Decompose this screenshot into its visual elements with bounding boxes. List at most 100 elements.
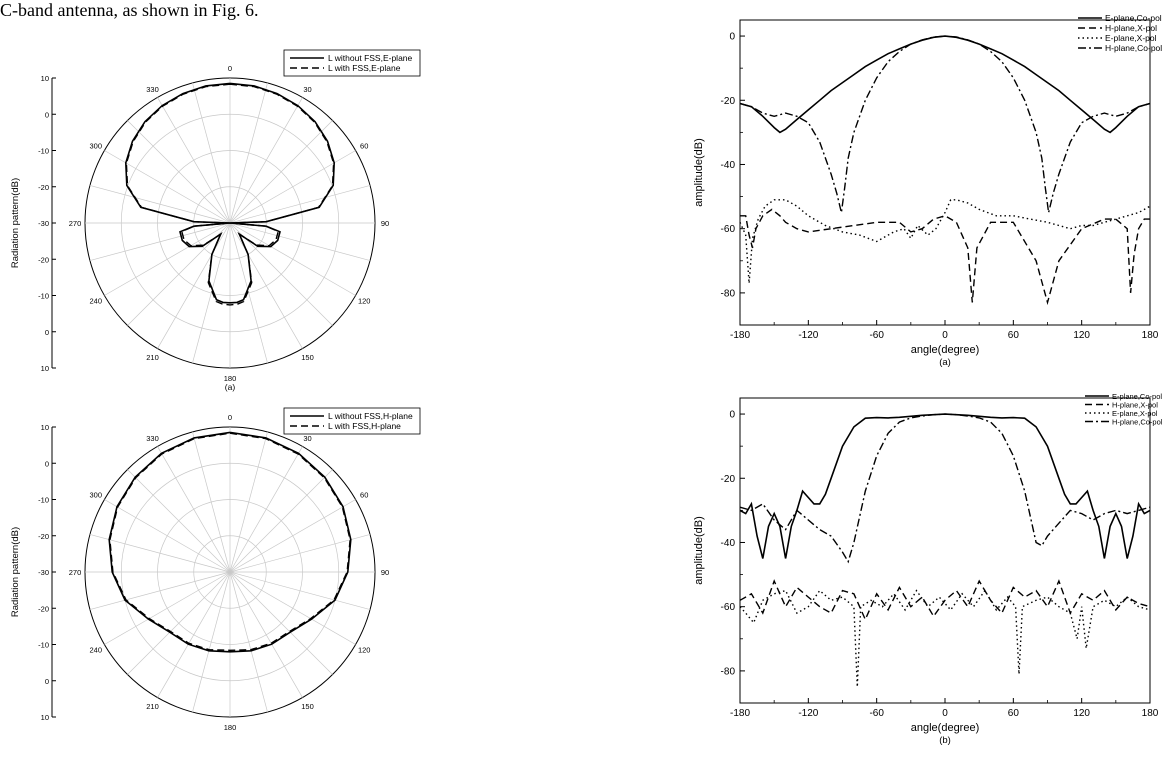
angle-tick-label: 120	[358, 297, 371, 306]
polar-spoke	[89, 571, 231, 610]
y-tick-label: 0	[729, 410, 735, 421]
angle-tick-label: 120	[358, 646, 371, 655]
polar-spoke	[89, 185, 231, 224]
angle-tick-label: 30	[303, 85, 311, 94]
radial-tick-label: 10	[41, 713, 49, 722]
polar-spoke	[229, 571, 303, 698]
radial-tick-label: -10	[38, 496, 49, 505]
y-tick-label: -20	[721, 96, 736, 107]
angle-tick-label: 180	[224, 723, 237, 732]
angle-tick-label: 90	[381, 219, 389, 228]
angle-tick-label: 210	[146, 353, 159, 362]
legend-label: L without FSS,E-plane	[328, 53, 413, 63]
series-line-solid	[739, 35, 1151, 134]
polar-chart-e-plane: 0 30 60 90 120 150 180 210 240 270 300 330 10 0 -10 -20…	[10, 49, 421, 392]
intro-text: C-band antenna, as shown in Fig. 6.	[0, 0, 259, 20]
x-tick-label: 0	[942, 708, 948, 719]
polar-spoke	[229, 571, 371, 610]
panel-label: (b)	[939, 735, 951, 746]
polar-chart-h-plane: 0 30 60 90 120 150 180 210 240 270 300 330 10 0 -10 -20…	[10, 407, 421, 732]
polar-spoke	[229, 222, 371, 261]
radial-tick-label: 10	[41, 423, 49, 432]
y-tick-label: -40	[721, 538, 736, 549]
legend-label: E-plane,Co-pol	[1105, 13, 1162, 23]
x-tick-label: -180	[730, 330, 750, 341]
polar-spoke	[192, 82, 231, 224]
polar-spoke	[192, 431, 231, 573]
radial-tick-label: -20	[38, 532, 49, 541]
legend-label: H-plane,X-pol	[1112, 401, 1158, 410]
radial-tick-label: 0	[45, 677, 49, 686]
radial-tick-label: 10	[41, 364, 49, 373]
legend-box	[283, 407, 421, 435]
angle-tick-label: 150	[301, 702, 314, 711]
x-tick-label: -60	[869, 708, 884, 719]
legend-label: E-plane,Co-pol	[1112, 392, 1162, 401]
x-tick-label: 60	[1008, 708, 1020, 719]
angle-tick-label: 270	[69, 568, 82, 577]
polar-spoke	[229, 97, 303, 224]
polar-spoke	[229, 120, 333, 224]
y-tick-label: -20	[721, 474, 736, 485]
polar-spoke	[229, 222, 303, 349]
polar-spoke	[229, 571, 356, 645]
polar-spoke	[229, 185, 371, 224]
polar-spoke	[229, 82, 268, 224]
polar-spoke	[229, 571, 268, 713]
angle-tick-label: 240	[90, 646, 103, 655]
polar-spoke	[192, 222, 231, 364]
polar-spoke	[104, 499, 231, 573]
polar-spoke	[157, 571, 231, 698]
x-tick-label: -60	[869, 330, 884, 341]
series-line-solid	[108, 431, 352, 653]
series-line-dashed	[740, 208, 1150, 306]
legend-label: E-plane,X-pol	[1112, 409, 1158, 418]
x-tick-label: -180	[730, 708, 750, 719]
polar-spoke	[157, 222, 231, 349]
panel-label: (a)	[939, 357, 951, 368]
panel-label: (a)	[225, 382, 236, 392]
y-axis-label: amplitude(dB)	[693, 516, 705, 584]
x-tick-label: -120	[798, 708, 818, 719]
polar-spoke	[229, 499, 356, 573]
x-tick-label: 120	[1073, 708, 1090, 719]
radial-tick-label: 0	[45, 110, 49, 119]
polar-spoke	[89, 534, 231, 573]
polar-spoke	[229, 222, 268, 364]
x-tick-label: 180	[1142, 708, 1159, 719]
polar-spoke	[104, 571, 231, 645]
angle-tick-label: 0	[228, 64, 232, 73]
radial-tick-label: -20	[38, 183, 49, 192]
series-line-solid	[739, 413, 1151, 559]
angle-tick-label: 150	[301, 353, 314, 362]
y-tick-label: -40	[721, 160, 736, 171]
radial-tick-label: -30	[38, 219, 49, 228]
radial-tick-label: -10	[38, 292, 49, 301]
radial-tick-label: -20	[38, 255, 49, 264]
y-tick-label: -80	[721, 666, 736, 677]
angle-tick-label: 270	[69, 219, 82, 228]
series-line-dashed	[109, 432, 351, 652]
polar-spoke	[157, 97, 231, 224]
legend-label: E-plane,X-pol	[1105, 33, 1157, 43]
plot-frame	[739, 397, 1151, 704]
angle-tick-label: 90	[381, 568, 389, 577]
polar-ylabel: Radiation pattern(dB)	[10, 178, 21, 268]
angle-tick-label: 300	[90, 142, 103, 151]
polar-ylabel: Radiation pattern(dB)	[10, 527, 21, 617]
line-chart-a: -180 -120 -60 0 60 120 180 0 -20 -40 -60 -80 angle(d…	[693, 13, 1162, 368]
legend-label: L without FSS,H-plane	[328, 411, 413, 421]
angle-tick-label: 60	[360, 142, 368, 151]
polar-spoke	[104, 150, 231, 224]
angle-tick-label: 60	[360, 491, 368, 500]
legend-label: H-plane,Co-pol	[1112, 418, 1163, 427]
legend-label: L with FSS,E-plane	[328, 63, 401, 73]
series-line-dotted	[739, 589, 1151, 687]
polar-spoke	[229, 431, 268, 573]
y-tick-label: 0	[729, 32, 735, 43]
x-axis-label: angle(degree)	[911, 722, 980, 734]
polar-spoke	[229, 222, 356, 296]
polar-spoke	[229, 446, 303, 573]
polar-spoke	[127, 469, 231, 573]
angle-tick-label: 300	[90, 491, 103, 500]
